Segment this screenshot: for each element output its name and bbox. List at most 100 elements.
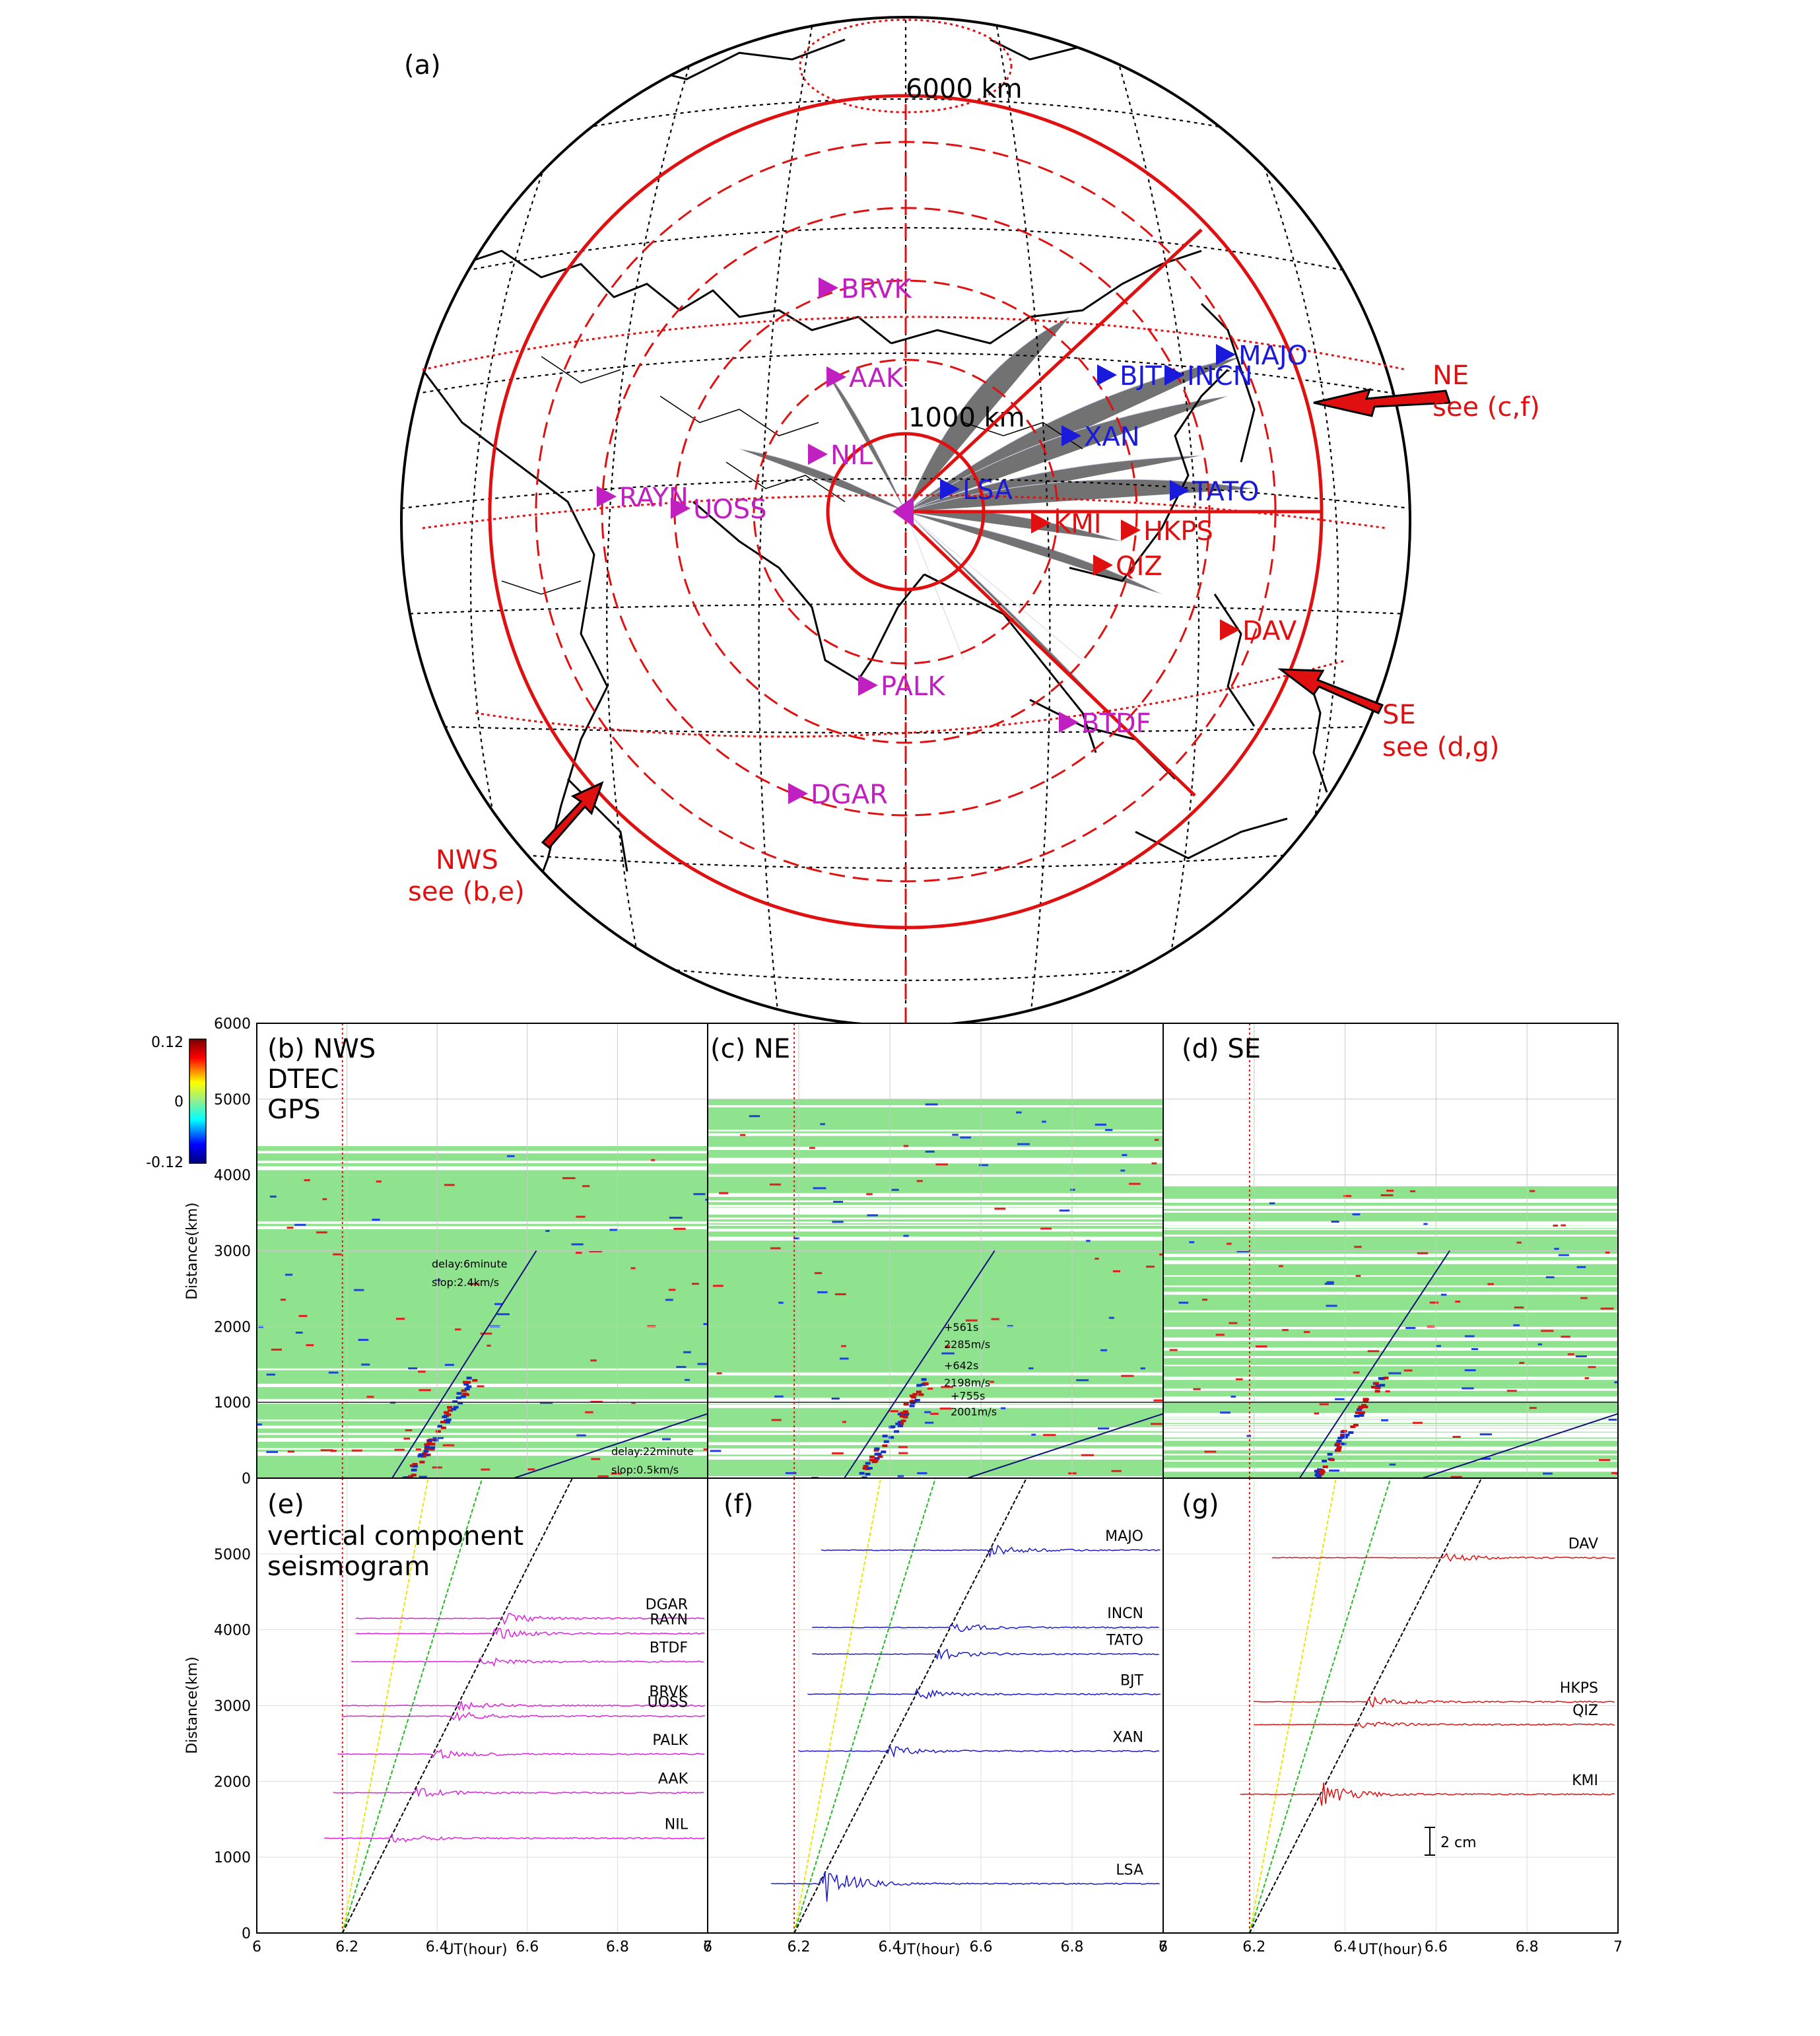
tid-signal	[451, 1408, 457, 1411]
data-gap	[257, 1226, 708, 1229]
station-label: BTDF	[1081, 708, 1151, 739]
data-gap	[708, 1372, 1163, 1376]
dtec-anomaly	[832, 1452, 844, 1454]
heatmap-y-tick-label: 5000	[214, 1092, 251, 1108]
dtec-anomaly	[1086, 1240, 1091, 1242]
station-dav: DAV	[1220, 616, 1297, 646]
tid-signal	[435, 1430, 441, 1433]
tid-signal	[1341, 1429, 1347, 1433]
data-gap	[708, 1237, 1163, 1241]
tid-signal	[1335, 1442, 1341, 1445]
panel-e-title-2: vertical component	[267, 1521, 523, 1551]
tid-signal	[411, 1468, 417, 1472]
dtec-anomaly	[935, 1163, 948, 1166]
data-gap	[1163, 1426, 1618, 1429]
station-label: QIZ	[1116, 551, 1163, 582]
travel-time-curve	[793, 1477, 936, 1934]
dtec-anomaly	[834, 1293, 846, 1295]
station-lsa: LSA	[940, 475, 1013, 506]
tid-signal	[1383, 1376, 1389, 1380]
dtec-anomaly	[1070, 1188, 1075, 1191]
heatmap-y-tick-label: 1000	[214, 1395, 251, 1411]
dtec-anomaly	[1464, 1335, 1475, 1338]
tid-signal	[418, 1453, 424, 1456]
dtec-anomaly	[1440, 1293, 1447, 1296]
arrow-ne	[1313, 388, 1452, 417]
data-gap	[708, 1130, 1163, 1132]
dtec-anomaly	[487, 1344, 491, 1347]
seismogram-trace	[807, 1687, 1161, 1699]
data-gap	[1163, 1291, 1618, 1295]
sector-se-name: SE	[1382, 700, 1416, 730]
seismogram-trace	[811, 1623, 1159, 1633]
dtec-anomaly	[1464, 1369, 1476, 1372]
dtec-anomaly	[1353, 1371, 1360, 1374]
dtec-anomaly	[328, 1371, 339, 1374]
tid-signal	[1373, 1382, 1379, 1385]
dtec-anomaly	[866, 1193, 873, 1196]
data-gap	[708, 1193, 1163, 1197]
dtec-anomaly	[1412, 1421, 1423, 1424]
tid-signal	[1356, 1408, 1362, 1411]
dtec-anomaly	[673, 1227, 686, 1230]
x-tick-label: 7	[703, 1939, 712, 1955]
dtec-anomaly	[1405, 1327, 1416, 1330]
dtec-anomaly	[1324, 1283, 1334, 1285]
tid-signal	[422, 1452, 428, 1455]
panel-b-title-2: DTEC	[267, 1064, 339, 1095]
dtec-anomaly	[774, 1395, 784, 1398]
data-gap	[708, 1398, 1163, 1402]
seismogram-trace	[323, 1833, 705, 1843]
data-gap	[708, 1476, 1163, 1478]
dtec-anomaly	[1479, 1433, 1492, 1436]
dtec-anomaly	[1122, 1154, 1128, 1157]
dtec-anomaly	[1567, 1353, 1574, 1355]
tid-signal	[423, 1453, 429, 1456]
sector-ne-note: see (c,f)	[1432, 392, 1540, 423]
dtec-anomaly	[1545, 1276, 1555, 1279]
tid-signal	[921, 1378, 927, 1381]
data-gap	[1163, 1413, 1618, 1417]
heatmap-y-tick-label: 3000	[214, 1244, 251, 1260]
dtec-anomaly	[1519, 1361, 1524, 1364]
dtec-anomaly	[1429, 1301, 1439, 1304]
station-marker-icon	[671, 498, 691, 519]
dtec-anomaly	[916, 1180, 923, 1182]
dtec-anomaly	[1385, 1390, 1390, 1393]
x-tick-label: 6.6	[1425, 1939, 1448, 1955]
tid-signal	[1316, 1474, 1322, 1477]
data-gap	[1163, 1376, 1618, 1380]
tid-signal	[899, 1411, 905, 1415]
tid-signal	[903, 1402, 909, 1406]
trace-label: DAV	[1568, 1536, 1598, 1553]
dtec-anomaly	[927, 1387, 933, 1390]
data-gap	[257, 1439, 708, 1442]
dtec-anomaly	[952, 1134, 959, 1136]
dtec-anomaly	[1436, 1345, 1441, 1347]
tid-signal	[1370, 1386, 1376, 1389]
dtec-anomaly	[891, 1188, 899, 1191]
tid-signal	[902, 1415, 908, 1419]
tid-signal	[461, 1389, 467, 1392]
dtec-anomaly	[481, 1468, 490, 1471]
dtec-anomaly	[749, 1115, 760, 1118]
tid-signal	[424, 1447, 430, 1450]
tid-signal	[446, 1413, 452, 1416]
heatmap-y-axis-label: Distance(km)	[184, 1202, 201, 1300]
dtec-anomaly	[1388, 1372, 1401, 1374]
trace-label: BTDF	[650, 1640, 688, 1656]
x-tick-label: 7	[1159, 1939, 1168, 1955]
data-gap	[257, 1419, 708, 1421]
tid-signal	[453, 1406, 459, 1409]
dtec-anomaly	[285, 1273, 293, 1276]
station-marker-icon	[1121, 520, 1141, 541]
dtec-anomaly	[683, 1351, 691, 1353]
station-label: INCN	[1187, 361, 1253, 391]
dtec-anomaly	[1304, 1331, 1310, 1334]
dtec-anomaly	[676, 1366, 687, 1369]
x-tick-label: 6	[1159, 1939, 1168, 1955]
tid-signal	[914, 1398, 920, 1402]
fit-line	[1422, 1413, 1619, 1479]
data-gap	[1163, 1310, 1618, 1312]
